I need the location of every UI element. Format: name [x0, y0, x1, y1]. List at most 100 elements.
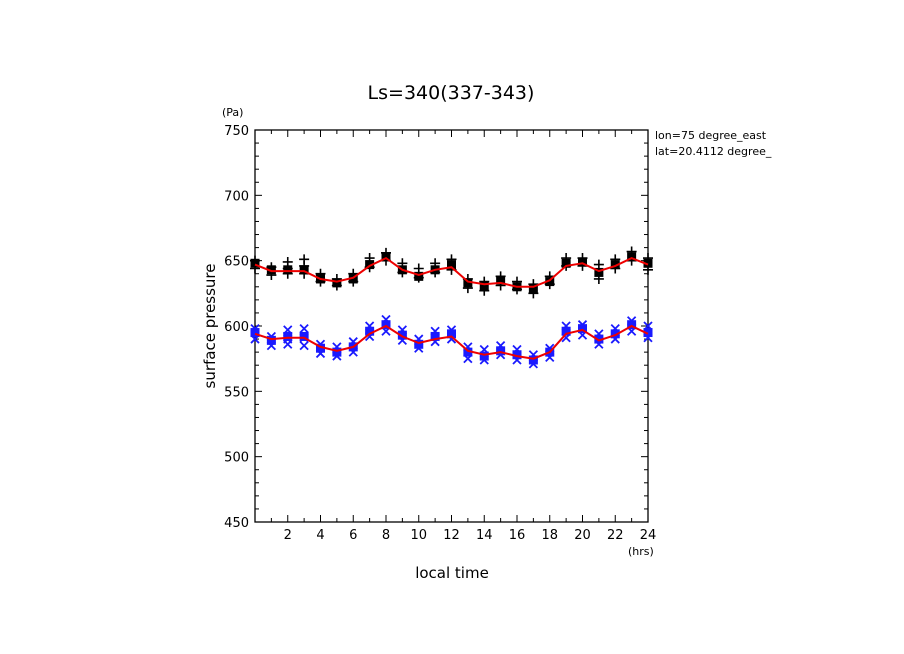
plus-point — [626, 246, 637, 257]
plus-point — [593, 273, 604, 284]
cross-point — [283, 325, 293, 335]
square-point — [283, 331, 293, 341]
square-point — [561, 326, 571, 336]
cross-point — [446, 325, 457, 335]
square-point — [610, 329, 620, 339]
data-marks — [250, 246, 653, 369]
cross-point — [397, 325, 408, 335]
y-tick-label: 700 — [224, 189, 249, 204]
x-tick-label: 18 — [541, 528, 558, 543]
x-axis-label: local time — [415, 564, 489, 582]
x-unit-label: (hrs) — [628, 545, 654, 558]
cross-point — [561, 333, 571, 343]
square-point — [266, 335, 276, 345]
x-tick-label: 6 — [349, 528, 357, 543]
y-tick-label: 500 — [224, 451, 249, 466]
plus-point — [528, 288, 539, 299]
square-point — [397, 330, 407, 340]
plus-point — [643, 264, 653, 275]
cross-point — [643, 333, 653, 343]
cross-point — [594, 329, 604, 339]
y-tick-label: 750 — [224, 124, 249, 139]
cross-point — [266, 340, 277, 351]
cross-point — [577, 320, 588, 330]
square-point — [332, 347, 342, 357]
cross-point — [315, 348, 326, 359]
square-point — [414, 339, 424, 349]
x-tick-label: 22 — [607, 528, 624, 543]
cross-point — [479, 355, 489, 365]
axis-ticks: 2 4 6 8 10 12 14 16 18 20 22 2445050055060065070075… — [224, 124, 656, 543]
y-tick-label: 600 — [224, 320, 249, 335]
plot-frame — [254, 129, 649, 523]
plus-point — [413, 263, 424, 274]
square-point — [299, 331, 309, 341]
square-point — [627, 320, 637, 330]
chart-title: Ls=340(337-343) — [368, 82, 535, 104]
square-point — [643, 258, 653, 268]
cross-point — [479, 344, 489, 355]
x-tick-label: 10 — [410, 528, 427, 543]
plus-point — [593, 259, 604, 270]
plus-point — [446, 254, 457, 265]
cross-point — [545, 343, 555, 353]
cross-point — [381, 314, 391, 325]
square-point — [594, 334, 604, 344]
cross-point — [643, 321, 653, 331]
cross-point — [299, 340, 309, 351]
cross-point — [594, 339, 604, 349]
square-point — [463, 347, 473, 357]
plus-point — [397, 258, 408, 269]
cross-point — [332, 351, 342, 361]
plus-point — [364, 253, 375, 264]
square-point — [447, 329, 456, 339]
y-unit-label: (Pa) — [222, 106, 243, 119]
y-tick-label: 650 — [224, 255, 249, 270]
cross-point — [561, 321, 571, 331]
cross-point — [545, 352, 555, 362]
y-tick-label: 550 — [224, 385, 249, 400]
plus-point — [643, 253, 653, 264]
y-axis-label: surface pressure — [201, 264, 219, 389]
square-point — [594, 267, 604, 277]
x-tick-label: 8 — [382, 528, 390, 543]
plus-point — [610, 254, 621, 265]
x-tick-label: 16 — [509, 528, 526, 543]
cross-point — [348, 347, 358, 357]
cross-point — [495, 340, 506, 351]
plus-point — [462, 283, 473, 294]
square-point — [365, 326, 375, 336]
x-tick-label: 4 — [316, 528, 324, 543]
square-point — [479, 351, 489, 361]
square-point — [528, 355, 538, 365]
x-tick-label: 14 — [476, 528, 493, 543]
y-tick-label: 450 — [224, 516, 249, 531]
square-point — [447, 260, 456, 270]
cross-point — [430, 326, 440, 336]
cross-point — [512, 344, 522, 355]
cross-point — [364, 331, 375, 342]
square-point — [250, 328, 260, 338]
plus-point — [479, 285, 490, 296]
square-point — [316, 343, 325, 353]
series-line — [254, 256, 649, 288]
cross-point — [414, 343, 424, 353]
cross-point — [299, 323, 309, 334]
x-tick-label: 2 — [284, 528, 292, 543]
cross-point — [626, 316, 637, 326]
cross-point — [283, 339, 293, 349]
square-point — [496, 346, 506, 356]
square-point — [381, 320, 391, 330]
cross-point — [610, 323, 620, 334]
square-point — [430, 331, 440, 341]
series-line — [254, 324, 649, 360]
cross-point — [463, 354, 473, 364]
plus-point — [430, 258, 441, 269]
cross-point — [250, 323, 260, 334]
cross-point — [250, 334, 260, 344]
annotation-lon: lon=75 degree_east — [655, 129, 767, 142]
x-tick-label: 24 — [640, 528, 657, 543]
square-point — [643, 328, 653, 338]
x-tick-label: 20 — [574, 528, 591, 543]
